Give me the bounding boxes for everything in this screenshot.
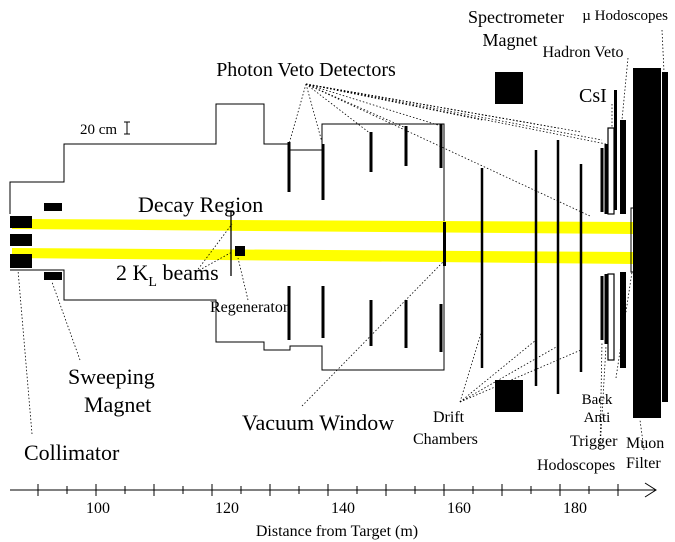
muon-filter-label-line2: Filter — [626, 455, 661, 472]
axis-arrow — [644, 482, 657, 498]
kl-beams-label: 2 KL beams — [116, 260, 219, 290]
scale-bar — [124, 121, 130, 135]
leader-lines — [17, 29, 665, 451]
collimator — [10, 216, 32, 268]
vacuum-window-label: Vacuum Window — [242, 410, 394, 435]
scale-bar-label: 20 cm — [80, 122, 117, 138]
drift-chambers — [480, 140, 583, 394]
photon-veto-detectors-label: Photon Veto Detectors — [216, 59, 396, 81]
collimator-label: Collimator — [24, 440, 120, 465]
drift-chambers-label-line1: Drift — [433, 409, 465, 426]
trigger-hodoscopes — [600, 144, 608, 344]
csi-label: CsI — [579, 85, 607, 107]
sweeping-magnet-label-line1: Sweeping — [68, 364, 155, 389]
kl-beams — [12, 219, 634, 264]
mu-hodoscopes — [662, 72, 668, 402]
spectrometer-magnet-label-line1: Spectrometer — [468, 7, 564, 27]
axis-title: Distance from Target (m) — [256, 523, 418, 540]
drift-chambers-label-line2: Chambers — [413, 431, 478, 448]
mu-hodoscopes-label: µ Hodoscopes — [582, 8, 668, 24]
photon-veto-upper — [287, 124, 443, 200]
kl-beam-lower — [12, 248, 634, 264]
sweeping-magnet — [44, 203, 62, 280]
kl-beam-upper — [12, 219, 634, 234]
hadron-veto-label: Hadron Veto — [542, 44, 623, 61]
muon-filter-label-line1: Muon — [626, 435, 664, 452]
axis-ticks — [37, 484, 619, 496]
axis-tick-label: 180 — [563, 500, 587, 517]
regenerator-label: Regenerator — [210, 299, 289, 316]
axis-tick-label: 160 — [447, 500, 471, 517]
decay-region-label: Decay Region — [138, 192, 263, 217]
vacuum-window — [443, 222, 446, 266]
spectrometer-magnet-label-line2: Magnet — [483, 30, 538, 50]
csi-calorimeter — [607, 90, 617, 361]
back-anti-label-line1: Back — [582, 392, 613, 408]
trigger-hodoscopes-label-line1: Trigger — [570, 433, 618, 450]
sweeping-magnet-label-line2: Magnet — [84, 392, 151, 417]
photon-veto-lower — [287, 286, 443, 352]
hadron-veto — [620, 120, 626, 368]
regenerator — [235, 246, 245, 256]
back-anti-label-line2: Anti — [584, 410, 611, 426]
muon-filter — [633, 68, 661, 418]
vacuum-tank-outline — [9, 103, 445, 371]
distance-axis: 100 120 140 160 180 Distance from Target… — [10, 482, 657, 540]
trigger-hodoscopes-label-line2: Hodoscopes — [537, 457, 615, 474]
axis-tick-label: 120 — [215, 500, 239, 517]
axis-tick-label: 140 — [331, 500, 355, 517]
axis-tick-label: 100 — [86, 500, 110, 517]
